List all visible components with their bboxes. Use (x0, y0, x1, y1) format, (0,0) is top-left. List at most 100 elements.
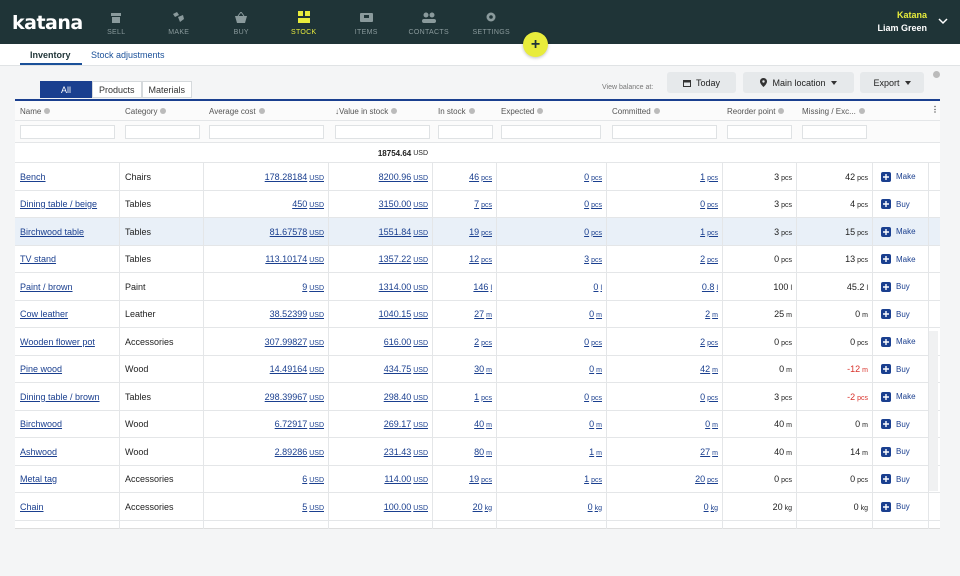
committed-link[interactable]: 0 pcs (700, 199, 718, 209)
average-cost-link[interactable]: 9 USD (302, 281, 324, 292)
table-scrollbar[interactable] (928, 331, 938, 491)
filter-all[interactable]: All (40, 81, 92, 98)
value-in-stock-link[interactable]: 8200.96 USD (378, 171, 428, 182)
in-stock-link[interactable]: 12 pcs (469, 254, 492, 264)
expected-link[interactable]: 0 pcs (584, 171, 602, 182)
average-cost-link[interactable]: 178.28184 USD (264, 171, 324, 182)
value-in-stock-link[interactable]: 269.17 USD (383, 419, 428, 429)
committed-link[interactable]: 1 pcs (700, 226, 718, 237)
item-name-link[interactable]: Chain (20, 501, 44, 512)
committed-link[interactable]: 42 m (700, 364, 718, 374)
tab-inventory[interactable]: Inventory (30, 50, 71, 60)
expected-link[interactable]: 0 pcs (584, 336, 602, 347)
nav-items[interactable]: ITEMS (335, 0, 398, 44)
committed-link[interactable]: 0 kg (703, 501, 718, 512)
in-stock-link[interactable]: 19 pcs (469, 474, 492, 484)
quick-add-button[interactable]: + (523, 32, 548, 57)
row-action-button[interactable]: Make (881, 391, 916, 402)
value-in-stock-link[interactable]: 114.00 USD (384, 474, 428, 484)
col-category[interactable]: Category (125, 107, 167, 116)
filter-products[interactable]: Products (92, 81, 142, 98)
expected-link[interactable]: 3 pcs (584, 254, 602, 264)
average-cost-link[interactable]: 2.89286 USD (274, 446, 324, 457)
row-action-button[interactable]: Buy (881, 419, 910, 429)
col-reorder-point[interactable]: Reorder point (727, 107, 785, 116)
value-filter-input[interactable] (335, 125, 430, 139)
committed-link[interactable]: 27 m (700, 446, 718, 457)
item-name-link[interactable]: Birchwood (20, 419, 63, 429)
chevron-down-icon[interactable] (938, 16, 948, 26)
in-stock-link[interactable]: 40 m (474, 419, 492, 429)
row-action-button[interactable]: Buy (881, 199, 910, 209)
average-cost-link[interactable]: 307.99827 USD (264, 336, 324, 347)
table-row[interactable]: Chain Accessories 5 USD 100.00 USD 20 kg 0 kg 0 kg 2… (15, 493, 940, 521)
item-name-link[interactable]: Paint / brown (20, 281, 73, 292)
value-in-stock-link[interactable]: 1551.84 USD (378, 226, 428, 237)
value-in-stock-link[interactable]: 434.75 USD (383, 364, 428, 374)
date-picker-button[interactable]: Today (667, 72, 736, 93)
location-dropdown[interactable]: Main location (743, 72, 854, 93)
nav-contacts[interactable]: CONTACTS (398, 0, 461, 44)
table-row[interactable]: TV stand Tables 113.10174 USD 1357.22 USD 12 pc… (15, 246, 940, 273)
committed-link[interactable]: 2 pcs (700, 254, 718, 264)
row-action-button[interactable]: Buy (881, 501, 910, 512)
nav-settings[interactable]: SETTINGS (460, 0, 523, 44)
value-in-stock-link[interactable]: 298.40 USD (383, 391, 428, 402)
tab-stock-adjustments[interactable]: Stock adjustments (91, 50, 165, 60)
table-row[interactable]: Pine wood Wood 14.49164 USD 434.75 USD 30 m 0 m 42… (15, 356, 940, 383)
nav-stock[interactable]: STOCK (273, 0, 336, 44)
filter-materials[interactable]: Materials (141, 81, 193, 98)
nav-make[interactable]: MAKE (148, 0, 211, 44)
row-action-button[interactable]: Buy (881, 474, 910, 484)
in-stock-link[interactable]: 146 l (473, 281, 492, 292)
in-stock-link[interactable]: 19 pcs (469, 226, 492, 237)
item-name-link[interactable]: Pine wood (20, 364, 63, 374)
in-stock-link[interactable]: 80 m (474, 446, 492, 457)
item-name-link[interactable]: TV stand (20, 254, 57, 264)
name-filter-input[interactable] (20, 125, 115, 139)
value-in-stock-link[interactable]: 1357.22 USD (378, 254, 428, 264)
col-value-in-stock[interactable]: ↓Value in stock (335, 107, 398, 116)
table-row[interactable]: Metal tag Accessories 6 USD 114.00 USD 19 pcs 1 p… (15, 466, 940, 493)
table-row[interactable]: Birchwood Wood 6.72917 USD 269.17 USD 40 m 0 m 0 m 4… (15, 411, 940, 438)
average-cost-link[interactable]: 81.67578 USD (269, 226, 324, 237)
table-row[interactable]: Dining table / beige Tables 450 USD 3150.00 U… (15, 191, 940, 218)
value-in-stock-link[interactable]: 231.43 USD (383, 446, 428, 457)
item-name-link[interactable]: Ashwood (20, 446, 58, 457)
expected-link[interactable]: 0 kg (587, 501, 602, 512)
committed-link[interactable]: 0 pcs (700, 391, 718, 402)
row-action-button[interactable]: Buy (881, 281, 910, 292)
expected-link[interactable]: 1 pcs (584, 474, 602, 484)
average-cost-link[interactable]: 5 USD (302, 501, 324, 512)
export-dropdown[interactable]: Export (860, 72, 924, 93)
katana-logo[interactable]: katana (12, 12, 83, 34)
table-row[interactable]: Dining table / brown Tables 298.39967 USD 29… (15, 383, 940, 411)
expected-link[interactable]: 0 pcs (584, 391, 602, 402)
in-stock-link[interactable]: 1 pcs (474, 391, 492, 402)
average-cost-link[interactable]: 6 USD (302, 474, 324, 484)
table-row[interactable]: Birchwood table Tables 81.67578 USD 1551.84 U… (15, 218, 940, 246)
table-row[interactable]: Cow leather Leather 38.52399 USD 1040.15 USD 2… (15, 301, 940, 328)
column-options-icon[interactable]: ⋮ (931, 105, 939, 114)
nav-sell[interactable]: SELL (85, 0, 148, 44)
expected-link[interactable]: 0 pcs (584, 199, 602, 209)
item-name-link[interactable]: Cow leather (20, 309, 69, 319)
committed-link[interactable]: 1 pcs (700, 171, 718, 182)
category-filter-input[interactable] (125, 125, 200, 139)
item-name-link[interactable]: Bench (20, 171, 46, 182)
in-stock-link[interactable]: 27 m (474, 309, 492, 319)
value-in-stock-link[interactable]: 616.00 USD (383, 336, 428, 347)
in-stock-link[interactable]: 20 kg (472, 501, 492, 512)
average-cost-link[interactable]: 450 USD (292, 199, 324, 209)
missing-filter-input[interactable] (802, 125, 867, 139)
row-action-button[interactable]: Buy (881, 364, 910, 374)
average-cost-link[interactable]: 6.72917 USD (274, 419, 324, 429)
col-expected[interactable]: Expected (501, 107, 544, 116)
average-cost-link[interactable]: 113.10174 USD (265, 254, 324, 264)
in-stock-filter-input[interactable] (438, 125, 493, 139)
